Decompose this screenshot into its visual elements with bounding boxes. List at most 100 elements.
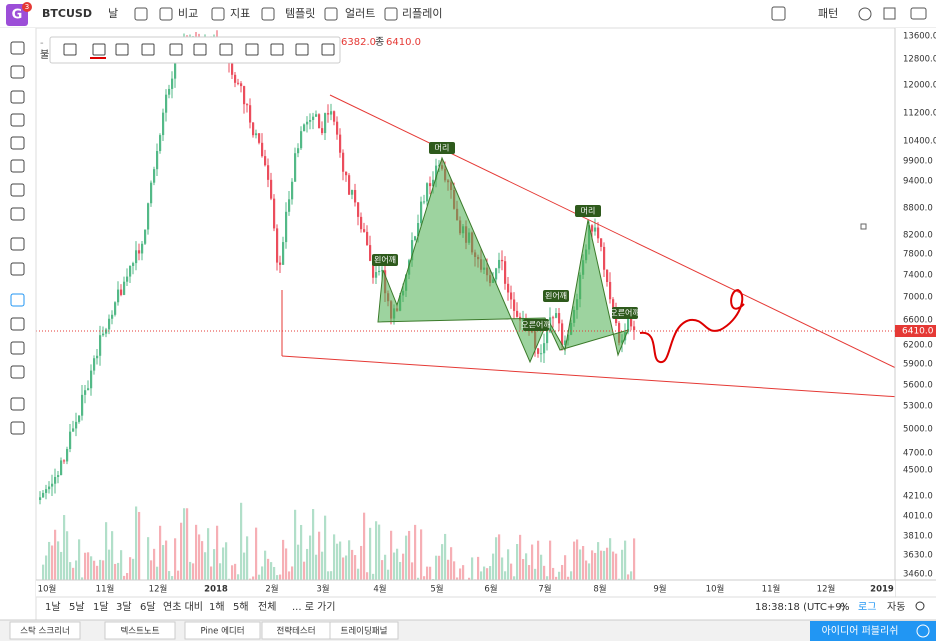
scale-option[interactable]: 자동 xyxy=(887,601,905,613)
draw-tool[interactable] xyxy=(115,43,129,56)
volume-bar xyxy=(285,548,288,580)
tab[interactable] xyxy=(104,621,176,640)
scale-option[interactable]: 로그 xyxy=(858,602,876,613)
candle xyxy=(42,492,45,498)
tool-icon[interactable] xyxy=(10,65,25,79)
draw-tool[interactable] xyxy=(321,43,335,56)
tool-icon[interactable] xyxy=(10,317,25,331)
tab[interactable] xyxy=(9,621,81,640)
candle xyxy=(612,299,615,311)
draw-tool[interactable] xyxy=(169,43,183,56)
draw-tool[interactable] xyxy=(219,43,233,56)
tool-icon[interactable] xyxy=(10,113,25,127)
icon[interactable] xyxy=(771,6,786,21)
toolbar-icon[interactable] xyxy=(134,7,148,21)
range-button[interactable]: 5해 xyxy=(233,600,249,613)
draw-tool[interactable] xyxy=(295,43,309,56)
handle xyxy=(860,223,867,230)
toolbar-button[interactable]: 얼러트 xyxy=(345,6,375,20)
tool-icon[interactable] xyxy=(10,293,25,307)
symbol[interactable]: BTCUSD xyxy=(42,7,92,20)
candle xyxy=(330,111,333,115)
toolbar-button[interactable]: 지표 xyxy=(230,7,250,20)
legend-open-label: 불 xyxy=(40,49,49,61)
range-button[interactable]: ... 로 가기 xyxy=(292,601,336,613)
tool-icon[interactable] xyxy=(10,90,25,104)
price-label: 12800.0 xyxy=(903,55,936,65)
tab[interactable] xyxy=(184,621,261,640)
tool-icon[interactable] xyxy=(10,41,25,55)
publish-button[interactable] xyxy=(810,621,936,641)
toolbar-icon[interactable] xyxy=(261,7,275,21)
draw-tool[interactable] xyxy=(270,43,284,56)
candle xyxy=(300,131,303,149)
trend-line xyxy=(281,355,901,398)
candle xyxy=(633,326,636,331)
toolbar-button[interactable]: 리플레이 xyxy=(402,7,442,20)
range-button[interactable]: 전체 xyxy=(258,601,276,613)
candle xyxy=(147,203,150,230)
tool-icon[interactable] xyxy=(10,262,25,276)
volume-bar xyxy=(534,568,537,580)
price-label: 4500.0 xyxy=(903,466,933,476)
tool-icon[interactable] xyxy=(10,136,25,150)
fullscreen-icon[interactable] xyxy=(883,7,896,20)
volume-bar xyxy=(315,554,318,580)
tool-icon[interactable] xyxy=(10,421,25,435)
toolbar-icon[interactable] xyxy=(324,7,338,21)
tool-icon[interactable] xyxy=(10,397,25,411)
pattern-button[interactable]: 패턴 xyxy=(818,7,838,20)
draw-tool[interactable] xyxy=(193,43,207,56)
tab[interactable] xyxy=(329,621,399,640)
legend-open-label: - xyxy=(40,38,44,49)
settings-icon[interactable] xyxy=(915,601,925,611)
range-button[interactable]: 5날 xyxy=(69,601,85,613)
candle xyxy=(243,86,246,105)
tool-icon[interactable] xyxy=(10,365,25,379)
toolbar-icon[interactable] xyxy=(384,7,398,21)
volume-bar xyxy=(480,571,483,580)
draw-tool[interactable] xyxy=(92,43,106,56)
settings-icon[interactable] xyxy=(858,7,872,21)
logo[interactable] xyxy=(6,4,28,26)
toolbar-button[interactable]: 비교 xyxy=(178,7,198,20)
range-button[interactable]: 1해 xyxy=(209,600,225,613)
candle xyxy=(168,88,171,95)
range-button[interactable]: 3달 xyxy=(116,601,132,613)
volume-bar xyxy=(282,539,285,580)
volume-bar xyxy=(135,506,138,580)
tool-icon[interactable] xyxy=(10,183,25,197)
volume-bar xyxy=(312,509,315,580)
range-button[interactable]: 6달 xyxy=(140,601,156,613)
volume-bar xyxy=(57,541,60,580)
volume-bar xyxy=(411,562,414,580)
draw-tool[interactable] xyxy=(245,43,259,56)
draw-tool[interactable] xyxy=(141,43,155,56)
sketch xyxy=(639,288,745,363)
volume-bar xyxy=(600,550,603,580)
camera-icon[interactable] xyxy=(910,7,927,20)
volume-bar xyxy=(267,558,270,580)
volume-bar xyxy=(234,563,237,580)
toolbar-button[interactable]: 템플릿 xyxy=(285,7,315,20)
tool-icon[interactable] xyxy=(10,159,25,173)
toolbar-icon[interactable] xyxy=(211,7,225,21)
volume-bar xyxy=(159,525,162,580)
pattern-label: 왼어깨 xyxy=(372,254,398,266)
volume-bar xyxy=(522,559,525,580)
candle xyxy=(45,489,48,493)
volume-bar xyxy=(96,565,99,580)
tool-icon[interactable] xyxy=(10,341,25,355)
volume-bar xyxy=(129,557,132,580)
range-button[interactable]: 1날 xyxy=(45,601,61,613)
volume-bar xyxy=(273,566,276,580)
scale-option[interactable]: % xyxy=(840,602,850,613)
draw-tool[interactable] xyxy=(63,43,77,56)
range-button[interactable]: 연초 대비 xyxy=(163,601,203,613)
tab-label: 스탁 스크리너 xyxy=(20,626,70,637)
range-button[interactable]: 1달 xyxy=(93,601,109,613)
toolbar-button[interactable]: 날 xyxy=(108,7,118,20)
tool-icon[interactable] xyxy=(10,207,25,221)
toolbar-icon[interactable] xyxy=(159,7,173,21)
tool-icon[interactable] xyxy=(10,237,25,251)
